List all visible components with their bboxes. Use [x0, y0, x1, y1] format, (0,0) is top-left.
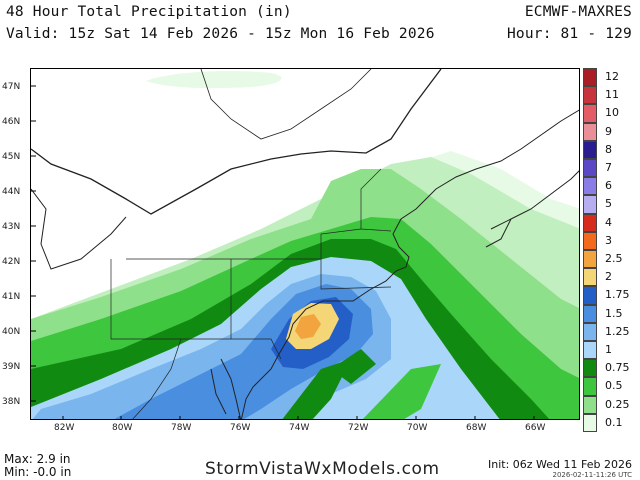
- legend-label: 1.5: [605, 306, 623, 320]
- legend-label: 2: [605, 270, 612, 284]
- legend-label: 0.5: [605, 379, 623, 393]
- legend-swatch-4: [583, 213, 597, 232]
- legend-swatch-7: [583, 159, 597, 178]
- canada-border: [31, 69, 442, 215]
- legend-label: 1.75: [605, 288, 630, 302]
- lat-label: 44N: [2, 187, 21, 197]
- lat-label: 46N: [2, 117, 21, 127]
- legend-label: 1: [605, 343, 612, 356]
- great-lakes: [31, 188, 127, 270]
- legend-swatch-2.5: [583, 250, 597, 269]
- precip-band-offshore-2: [362, 364, 441, 419]
- legend-swatch-10: [583, 104, 597, 123]
- lat-label: 45N: [2, 152, 21, 162]
- forecast-hours: Hour: 81 - 129: [506, 26, 632, 42]
- legend-label: 1.25: [605, 324, 630, 338]
- legend-label: 7: [605, 161, 612, 174]
- precipitation-map: [30, 68, 580, 420]
- nova-scotia: [485, 170, 579, 248]
- legend-label: 3: [605, 233, 612, 247]
- legend-label: 10: [605, 106, 619, 120]
- legend-swatch-5: [583, 195, 597, 214]
- lon-label: 72W: [348, 423, 369, 433]
- state-lines: [110, 168, 392, 419]
- legend-swatch-1.75: [583, 286, 597, 305]
- lon-label: 68W: [466, 423, 487, 433]
- legend-swatch-1.5: [583, 304, 597, 323]
- init-time: Init: 06z Wed 11 Feb 2026: [488, 458, 632, 471]
- legend-label: 9: [605, 124, 612, 138]
- legend-label: 11: [605, 88, 619, 102]
- precip-0.1-north: [146, 71, 282, 89]
- precip-3: [295, 314, 321, 339]
- legend-swatch-6: [583, 177, 597, 196]
- lat-label: 43N: [2, 222, 21, 232]
- precip-band-east: [331, 349, 376, 384]
- precip-shading: [31, 71, 579, 419]
- map-canvas: [31, 69, 579, 419]
- geography: [31, 69, 579, 419]
- lat-label: 38N: [2, 397, 21, 407]
- legend-label: 12: [605, 70, 619, 83]
- model-name: ECMWF-MAXRES: [524, 4, 632, 20]
- legend-label: 2.5: [605, 252, 623, 265]
- brand-name: StormVistaWxModels.com: [205, 459, 440, 479]
- chart-title: 48 Hour Total Precipitation (in): [6, 4, 292, 20]
- min-value: Min: -0.0 in: [4, 465, 72, 479]
- legend-swatch-0.1: [583, 413, 597, 432]
- generated-timestamp: 2026-02-11-11:26 UTC: [552, 471, 632, 479]
- legend-swatch-8: [583, 140, 597, 159]
- lat-label: 40N: [2, 327, 21, 337]
- lat-label: 39N: [2, 362, 21, 372]
- legend-label: 0.25: [605, 397, 630, 411]
- lon-label: 78W: [171, 423, 192, 433]
- legend-swatch-1.25: [583, 322, 597, 341]
- lat-label: 42N: [2, 257, 21, 267]
- coastline: [240, 109, 579, 419]
- lon-label: 80W: [112, 423, 133, 433]
- legend-swatch-12: [583, 68, 597, 87]
- legend-swatch-0.5: [583, 377, 597, 396]
- lon-label: 66W: [525, 423, 546, 433]
- legend-swatch-9: [583, 122, 597, 141]
- legend-swatch-3: [583, 231, 597, 250]
- legend-swatch-2: [583, 268, 597, 287]
- lon-label: 82W: [54, 423, 75, 433]
- lon-label: 74W: [289, 423, 310, 433]
- lat-label: 47N: [2, 82, 21, 92]
- lat-label: 41N: [2, 292, 21, 302]
- legend-label: 6: [605, 179, 612, 193]
- precip-band-offshore: [282, 359, 351, 419]
- max-value: Max: 2.9 in: [4, 452, 71, 466]
- lon-label: 76W: [230, 423, 251, 433]
- legend-label: 0.75: [605, 361, 630, 375]
- legend-swatch-1: [583, 341, 597, 360]
- legend-swatch-0.75: [583, 359, 597, 378]
- legend-label: 8: [605, 142, 612, 156]
- legend-label: 5: [605, 197, 612, 211]
- color-legend: 12 11 10 9 8 7 6 5 4 3 2.5 2 1.75 1.5 1.25 1 0.75 0.5 0.25…: [583, 68, 639, 440]
- quebec-lines: [200, 69, 372, 140]
- legend-swatch-0.25: [583, 395, 597, 414]
- legend-swatch-11: [583, 86, 597, 105]
- legend-label: 4: [605, 215, 612, 229]
- lon-label: 70W: [407, 423, 428, 433]
- legend-label: 0.1: [605, 415, 623, 429]
- chesapeake: [210, 358, 242, 419]
- graticule-ticks: [31, 85, 535, 419]
- valid-period: Valid: 15z Sat 14 Feb 2026 - 15z Mon 16 …: [6, 26, 435, 42]
